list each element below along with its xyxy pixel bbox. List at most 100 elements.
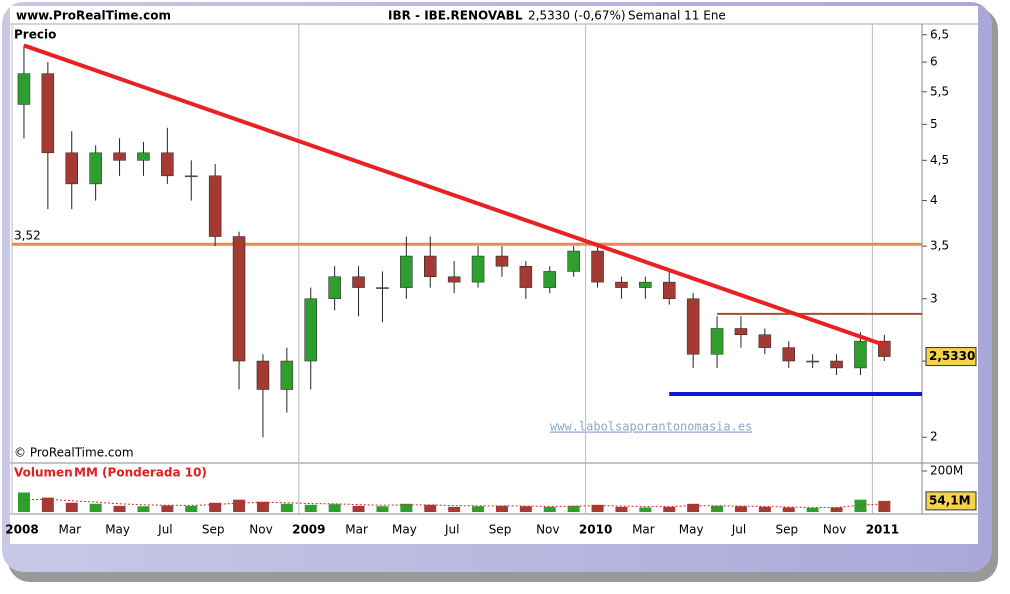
candle-body [710, 328, 724, 355]
candle-body [543, 271, 556, 288]
volume-bar [328, 504, 341, 512]
volume-bar [711, 505, 724, 512]
candle-body [663, 281, 676, 300]
x-tick-label: Jul [731, 523, 746, 537]
x-tick-label: 2010 [579, 523, 612, 537]
x-tick-label: Sep [775, 523, 798, 537]
candle-body [830, 360, 843, 369]
y-tick-label: 5 [930, 117, 938, 131]
x-tick-label: Sep [202, 523, 225, 537]
volume-bar [424, 504, 437, 512]
volume-bar [495, 505, 508, 512]
volume-bar [639, 507, 652, 512]
volume-bar [352, 505, 365, 512]
candle-body [734, 328, 748, 335]
volume-bar [113, 505, 126, 512]
x-axis-panel [10, 514, 978, 544]
volume-bar [137, 506, 150, 512]
x-tick-label: May [105, 523, 130, 537]
candle-body [89, 152, 102, 185]
candle-body [806, 360, 819, 363]
ma-label: MM (Ponderada 10) [74, 466, 207, 480]
instrument: IBR - IBE.RENOVABL [388, 9, 523, 23]
volume-bar [591, 504, 604, 512]
volume-bar [41, 497, 54, 512]
trendline [23, 43, 886, 347]
volume-bar [233, 499, 246, 512]
price-box [925, 347, 977, 367]
x-tick-label: May [679, 523, 704, 537]
volume-label: Volumen [14, 466, 73, 480]
volume-bar [758, 506, 771, 512]
volume-bar [448, 506, 461, 512]
x-tick-label: Mar [632, 523, 655, 537]
candle-body [208, 175, 222, 237]
x-tick-label: Jul [157, 523, 172, 537]
candle-body [280, 360, 294, 390]
x-tick-label: Nov [823, 523, 846, 537]
candle-body [471, 255, 485, 283]
y-tick-label: 4,5 [930, 153, 949, 167]
x-tick-label: 2009 [292, 523, 325, 537]
axis-panel [922, 6, 978, 514]
candle-body [519, 265, 533, 288]
x-tick-label: Mar [345, 523, 368, 537]
x-tick-label: Jul [444, 523, 459, 537]
x-tick-label: May [392, 523, 417, 537]
candle-body [495, 255, 509, 267]
price-label: Precio [14, 28, 56, 42]
x-tick-label: Sep [489, 523, 512, 537]
x-tick-label: Nov [249, 523, 272, 537]
chart-panel [10, 6, 922, 514]
candle-body [400, 255, 413, 288]
y-tick-label: 200M [930, 463, 963, 477]
volume-bar [304, 504, 317, 512]
copyright: © ProRealTime.com [14, 446, 134, 460]
candle-body [17, 73, 31, 105]
candle-body [352, 276, 365, 288]
candle-body [376, 287, 389, 289]
volume-bar [89, 503, 102, 512]
site: www.ProRealTime.com [16, 9, 171, 23]
volume-bar [615, 506, 628, 512]
x-tick-label: 2008 [5, 523, 38, 537]
level-label: 3,52 [14, 229, 41, 243]
candle-body [113, 152, 126, 161]
candle-body [137, 152, 150, 161]
y-tick-label: 6,5 [930, 27, 949, 41]
volume-bar [663, 506, 676, 512]
candle-body [686, 298, 700, 355]
volume-ma [23, 498, 885, 508]
candle-body [782, 347, 795, 362]
candle-body [161, 152, 174, 177]
candle-body [328, 276, 341, 300]
candle-body [256, 360, 270, 390]
volume-box-label: 54,1M [929, 493, 971, 507]
volume-bar [543, 506, 556, 512]
y-tick-label: 3,5 [930, 239, 949, 253]
volume-bar [472, 506, 485, 512]
watermark: www.labolsaporantonomasia.es [550, 420, 752, 434]
candle-body [447, 276, 461, 283]
y-tick-label: 2 [930, 430, 938, 444]
volume-box [925, 491, 977, 511]
candle-body [758, 334, 772, 348]
quote: 2,5330 (-0,67%) [528, 9, 626, 23]
volume-bar [185, 505, 198, 512]
y-tick-label: 4 [930, 193, 938, 207]
x-tick-label: Mar [58, 523, 81, 537]
volume-bar [519, 506, 532, 512]
x-tick-label: 2011 [866, 523, 899, 537]
candle-body [304, 298, 317, 362]
volume-bar [400, 503, 413, 512]
volume-bar [280, 503, 293, 512]
volume-bar [376, 506, 389, 512]
y-tick-label: 6 [930, 55, 938, 69]
volume-bar [256, 501, 269, 512]
volume-bar [806, 507, 819, 512]
volume-bar [687, 503, 700, 512]
candle-body [41, 73, 55, 154]
volume-bar [878, 500, 891, 512]
x-tick-label: Nov [536, 523, 559, 537]
